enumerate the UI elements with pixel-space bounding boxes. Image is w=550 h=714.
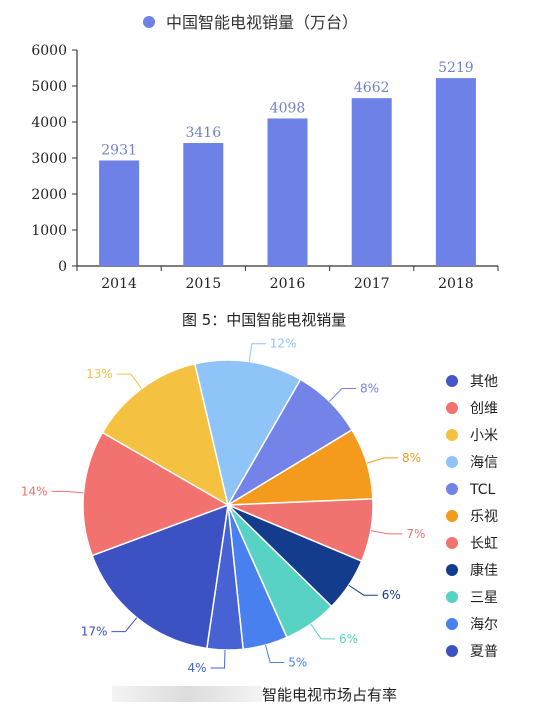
pie-slice — [82, 431, 230, 557]
pie-slice-label: 8% — [402, 451, 421, 465]
pie-legend-marker — [446, 537, 458, 549]
pie-slice — [91, 503, 229, 650]
y-tick-label: 3000 — [31, 151, 67, 167]
pie-leader-line — [329, 388, 357, 402]
y-tick-label: 5000 — [31, 79, 67, 95]
pie-legend-marker — [446, 429, 458, 441]
pie-leader-line — [265, 644, 285, 663]
pie-legend-label: TCL — [469, 482, 496, 498]
pie-legend-marker — [446, 618, 458, 630]
pie-leader-line — [248, 343, 266, 362]
pie-legend-label: 创维 — [470, 401, 498, 417]
bar-chart-title: 中国智能电视销量（万台） — [166, 13, 358, 32]
bar-axes: 0 1000 2000 3000 4000 5000 6000 — [31, 43, 499, 275]
pie-legend-marker — [446, 564, 458, 576]
y-tick-label: 0 — [58, 259, 67, 275]
pie-leader-line — [111, 617, 138, 633]
x-tick-label: 2017 — [354, 276, 390, 292]
pie-legend-label: 其他 — [470, 374, 498, 390]
pie-leader-line — [310, 623, 336, 640]
bar-value-label: 4098 — [270, 100, 306, 116]
pie-legend-label: 海信 — [470, 455, 498, 471]
pie-slice-label: 17% — [81, 625, 108, 639]
pie-labels: 8% 8% 7% 6% 6% 5% 4% 17% 14% 13% 12% — [21, 337, 426, 675]
pie-legend-label: 乐视 — [470, 509, 498, 525]
pie-slice-label: 13% — [86, 367, 113, 381]
pie-legend-label: 海尔 — [470, 617, 498, 633]
pie-legend-marker — [446, 483, 458, 495]
pie-slice-label: 14% — [21, 484, 48, 498]
x-tick-label: 2018 — [438, 276, 474, 292]
x-tick-label: 2014 — [101, 276, 137, 292]
x-tick-label: 2015 — [185, 276, 221, 292]
pie-slice-label: 6% — [339, 632, 358, 646]
pie-slice — [193, 359, 302, 508]
pie-leader-line — [116, 373, 142, 389]
bar-value-label: 5219 — [438, 60, 474, 76]
pie-leader-line — [210, 649, 226, 669]
bar — [183, 143, 224, 266]
pie-slice-label: 12% — [270, 337, 297, 351]
pie-legend-label: 小米 — [470, 428, 498, 444]
pie-legend-marker — [446, 375, 458, 387]
bar — [435, 78, 476, 266]
pie-legend-marker — [446, 510, 458, 522]
bar — [351, 98, 392, 266]
bar — [267, 118, 308, 266]
bar-value-label: 2931 — [101, 142, 137, 158]
pie-legend-marker — [446, 456, 458, 468]
y-tick-label: 6000 — [31, 43, 67, 59]
y-tick-label: 2000 — [31, 187, 67, 203]
pie-slices — [82, 359, 374, 651]
pie-slice-label: 7% — [406, 527, 425, 541]
pie-legend-marker — [446, 591, 458, 603]
pie-slice-label: 5% — [288, 655, 307, 669]
pie-legend-marker — [446, 645, 458, 657]
pie-legend-label: 长虹 — [470, 536, 498, 552]
pie-leader-line — [51, 490, 84, 494]
pie-legend-label: 三星 — [470, 590, 498, 606]
pie-slice-label: 4% — [188, 661, 207, 675]
bar-legend-marker — [143, 16, 155, 28]
bar-marks: 2931 2014 3416 2015 4098 2016 4662 2017 5219 2018 — [99, 60, 476, 292]
y-tick-label: 1000 — [31, 223, 67, 239]
caption-highlight — [112, 686, 262, 702]
pie-legend-label: 夏普 — [470, 644, 498, 660]
bar — [99, 160, 140, 266]
bar-chart: 中国智能电视销量（万台） 0 1000 2000 3000 4000 5000 6000 2… — [31, 13, 499, 292]
pie-legend-label: 康佳 — [470, 562, 498, 579]
bar-chart-caption: 图 5：中国智能电视销量 — [182, 311, 347, 329]
bar-value-label: 3416 — [185, 125, 221, 141]
x-tick-label: 2016 — [270, 276, 306, 292]
pie-leader-line — [366, 457, 399, 464]
y-tick-label: 4000 — [31, 115, 67, 131]
bar-value-label: 4662 — [354, 80, 390, 96]
pie-chart-caption: 智能电视市场占有率 — [262, 686, 398, 704]
pie-legend-marker — [446, 402, 458, 414]
pie-leader-line — [348, 584, 378, 596]
pie-slice-label: 8% — [360, 382, 379, 396]
pie-leader-line — [370, 530, 403, 535]
pie-slice-label: 6% — [382, 588, 401, 602]
